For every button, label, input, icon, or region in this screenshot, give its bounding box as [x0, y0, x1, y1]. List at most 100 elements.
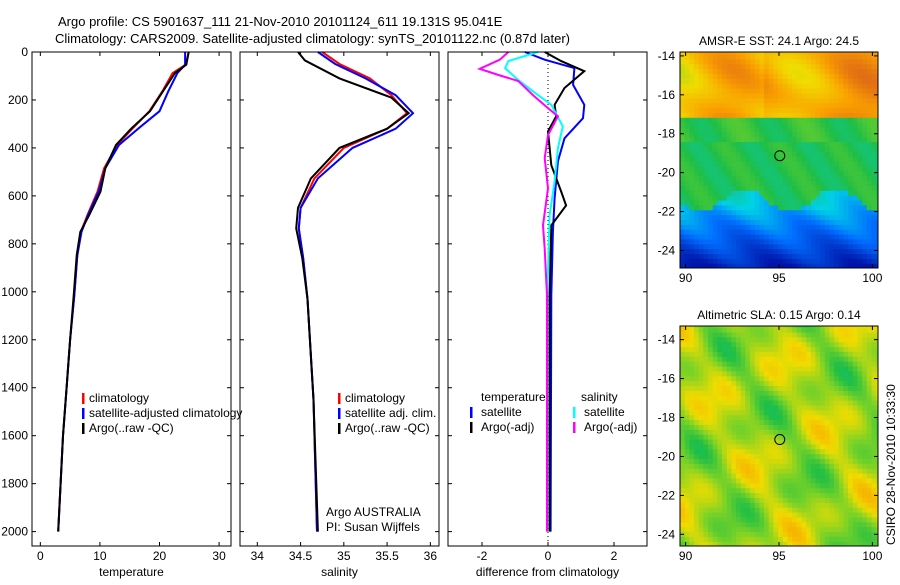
map-cell [792, 380, 798, 386]
map-cell [792, 253, 798, 259]
map-cell [857, 263, 863, 268]
map-cell [815, 131, 821, 138]
map-cell [829, 146, 835, 152]
map-cell [801, 424, 807, 430]
map-cell [689, 117, 695, 123]
map-cell [852, 204, 859, 211]
map-cell [745, 258, 751, 264]
map-cell [866, 122, 873, 128]
map-cell [726, 526, 732, 532]
map-cell [862, 63, 868, 70]
map-cell [773, 453, 779, 459]
map-cell [806, 209, 812, 216]
map-cell [740, 531, 746, 537]
map-cell [750, 92, 756, 99]
map-cell [838, 497, 845, 503]
map-cell [694, 516, 700, 523]
map-cell [852, 170, 859, 177]
map-cell [689, 380, 695, 386]
map-cell [852, 122, 859, 128]
map-cell [750, 458, 756, 464]
map-cell [820, 122, 826, 128]
map-cell [764, 263, 770, 268]
map-cell [689, 53, 695, 60]
y-tick-label: -14 [658, 333, 676, 347]
map-cell [764, 233, 770, 240]
x-axis-label: salinity [321, 565, 358, 579]
map-cell [862, 258, 868, 264]
map-cell [684, 473, 690, 479]
map-cell [722, 88, 728, 94]
y-tick-label: -16 [658, 372, 676, 386]
map-cell [801, 63, 807, 70]
map-cell [852, 112, 859, 118]
y-tick-label: 400 [8, 141, 28, 155]
map-cell [717, 502, 723, 508]
map-cell [820, 88, 826, 94]
map-cell [876, 521, 878, 528]
map-cell [694, 502, 700, 508]
map-cell [712, 73, 718, 79]
map-cell [824, 204, 831, 211]
map-cell [843, 404, 849, 411]
map-cell [801, 238, 807, 245]
map-cell [768, 136, 774, 143]
map-cell [698, 463, 704, 469]
map-cell [852, 375, 859, 382]
map-cell [824, 477, 831, 484]
map-cell [862, 375, 868, 382]
map-cell [694, 253, 700, 259]
map-cell [764, 219, 770, 225]
map-cell [764, 195, 770, 201]
map-cell [876, 209, 878, 216]
map-cell [806, 97, 812, 104]
map-cell [829, 385, 835, 391]
map-cell [871, 53, 877, 60]
map-cell [754, 175, 760, 182]
map-cell [792, 395, 798, 401]
map-cell [806, 214, 812, 220]
map-cell [862, 331, 868, 338]
map-cell [759, 531, 765, 537]
map-cell [754, 443, 760, 450]
map-cell [782, 195, 788, 201]
map-cell [689, 253, 695, 259]
map-cell [773, 482, 779, 489]
map-cell [782, 526, 788, 532]
map-cell [820, 414, 826, 421]
map-cell [731, 122, 737, 128]
map-cell [684, 356, 690, 362]
map-cell [848, 326, 854, 328]
map-cell [834, 73, 840, 79]
map-cell [768, 453, 774, 459]
map-cell [745, 97, 751, 104]
map-cell [731, 243, 737, 250]
map-cell [792, 185, 798, 191]
map-cell [722, 122, 728, 128]
map-cell [680, 53, 686, 60]
map-cell [680, 238, 686, 245]
map-cell [857, 92, 863, 99]
map-cell [736, 356, 742, 362]
map-cell [689, 131, 695, 138]
map-cell [871, 429, 877, 435]
map-cell [862, 438, 868, 445]
map-cell [838, 78, 845, 84]
x-tick-label: 100 [862, 549, 882, 563]
map-cell [745, 238, 751, 245]
map-cell [876, 238, 878, 245]
map-cell [815, 253, 821, 259]
map-cell [717, 224, 723, 230]
map-cell [857, 448, 863, 455]
map-cell [806, 175, 812, 182]
map-cell [815, 151, 821, 157]
map-cell [726, 448, 732, 455]
map-cell [810, 238, 817, 245]
map-cell [824, 161, 831, 167]
map-cell [680, 78, 686, 84]
map-cell [768, 248, 774, 254]
map-cell [829, 97, 835, 104]
map-cell [754, 390, 760, 396]
map-cell [838, 487, 845, 494]
map-cell [792, 424, 798, 430]
